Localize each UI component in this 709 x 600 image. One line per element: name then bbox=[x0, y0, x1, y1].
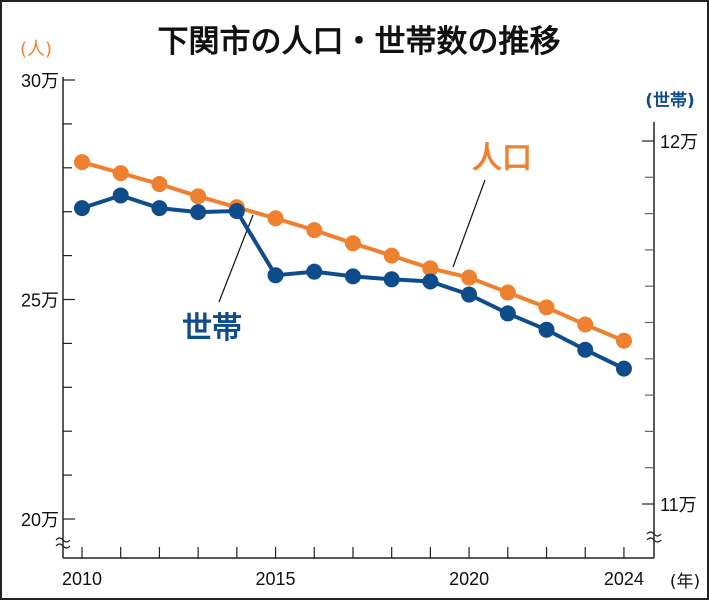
data-point bbox=[344, 235, 361, 252]
left-axis-unit: (人) bbox=[20, 39, 52, 60]
data-point bbox=[74, 154, 90, 171]
data-point bbox=[499, 284, 516, 301]
data-point bbox=[306, 222, 323, 239]
right-tick-label: 11万 bbox=[660, 495, 697, 515]
data-point bbox=[461, 269, 478, 286]
right-axis-unit: (世帯) bbox=[645, 90, 695, 111]
data-point bbox=[190, 188, 207, 205]
axis-break-icon bbox=[55, 537, 71, 549]
x-tick-label: 2020 bbox=[449, 569, 489, 589]
series-population bbox=[74, 154, 632, 349]
data-point bbox=[538, 321, 555, 338]
data-point bbox=[267, 210, 284, 227]
data-point bbox=[383, 271, 400, 288]
population-leader-line bbox=[452, 179, 486, 268]
series-label-population: 人口 bbox=[472, 141, 532, 176]
data-point bbox=[422, 260, 439, 277]
chart-title: 下関市の人口・世帯数の推移 bbox=[158, 24, 561, 60]
data-point bbox=[151, 176, 168, 193]
data-point bbox=[615, 360, 632, 377]
right-tick-label: 12万 bbox=[660, 132, 698, 152]
data-point bbox=[228, 203, 245, 220]
data-point bbox=[190, 204, 207, 221]
left-tick-label: 30万 bbox=[21, 71, 59, 91]
x-axis-unit: (年) bbox=[670, 572, 700, 592]
data-point bbox=[577, 316, 594, 333]
data-point bbox=[344, 268, 361, 285]
series-households bbox=[74, 187, 632, 377]
data-point bbox=[112, 187, 129, 204]
axis-break-icon bbox=[646, 531, 662, 543]
left-tick-label: 25万 bbox=[21, 291, 59, 311]
data-point bbox=[538, 299, 555, 316]
data-point bbox=[383, 247, 400, 264]
x-tick-label: 2015 bbox=[256, 569, 296, 589]
data-point bbox=[151, 200, 168, 217]
data-point bbox=[74, 200, 90, 217]
data-point bbox=[577, 341, 594, 358]
x-tick-label: 2010 bbox=[62, 569, 102, 589]
data-point bbox=[267, 267, 284, 284]
data-point bbox=[615, 332, 632, 349]
data-point bbox=[499, 305, 516, 322]
left-tick-label: 20万 bbox=[21, 510, 59, 530]
data-point bbox=[461, 286, 478, 303]
data-point bbox=[306, 263, 323, 280]
data-point bbox=[112, 165, 129, 182]
series-label-households: 世帯 bbox=[182, 311, 242, 346]
x-tick-label: 2024 bbox=[604, 569, 644, 589]
data-point bbox=[422, 273, 439, 290]
